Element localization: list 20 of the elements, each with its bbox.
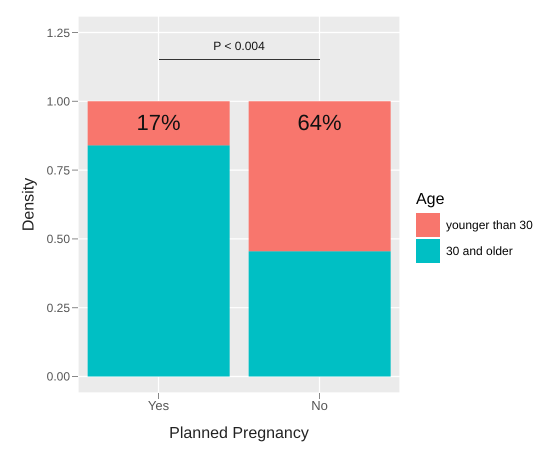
legend-label: younger than 30 (446, 218, 533, 232)
y-tick-label: 0.75 (46, 163, 70, 178)
annotation: P < 0.004 (212, 38, 266, 53)
y-axis-title: Density (20, 178, 38, 232)
y-tick-label: 0.50 (46, 232, 70, 246)
x-tick-label: Yes (148, 398, 170, 414)
y-tick-label: 1.00 (46, 94, 70, 109)
bar (88, 101, 230, 146)
x-tick-label: No (311, 398, 328, 414)
y-tick-label: 0.00 (46, 370, 70, 384)
annotation: 17% (135, 109, 182, 138)
bar (248, 251, 391, 376)
bar (248, 101, 391, 252)
legend-title: Age (416, 191, 446, 209)
y-tick-label: 1.25 (46, 26, 70, 40)
legend-label: 30 and older (446, 244, 513, 258)
bar (88, 145, 230, 376)
x-axis-title: Planned Pregnancy (169, 425, 309, 442)
annotation: 64% (296, 109, 343, 138)
y-tick-label: 0.25 (46, 300, 70, 315)
